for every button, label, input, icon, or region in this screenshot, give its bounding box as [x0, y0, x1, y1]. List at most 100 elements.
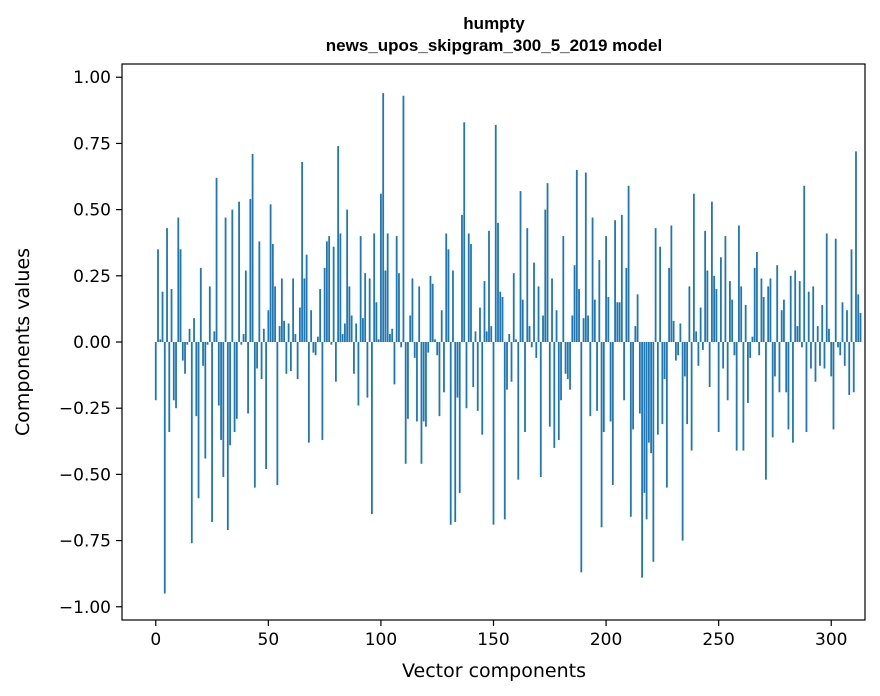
- bar: [456, 342, 459, 398]
- bar: [172, 342, 175, 401]
- x-tick-label: 250: [702, 630, 734, 650]
- bar: [571, 315, 574, 342]
- chart-title-line1: humpty: [463, 14, 525, 33]
- x-tick-label: 300: [815, 630, 847, 650]
- bar: [733, 342, 736, 356]
- bar: [310, 310, 313, 342]
- bar: [715, 289, 718, 342]
- bar: [470, 244, 472, 342]
- bar: [841, 302, 844, 342]
- bar: [357, 342, 360, 406]
- bar: [688, 286, 691, 342]
- bar: [706, 270, 709, 342]
- y-tick-label: 0.25: [73, 267, 111, 287]
- bar: [548, 342, 551, 427]
- bar: [789, 275, 792, 342]
- bar: [607, 296, 610, 342]
- bar: [479, 307, 481, 342]
- bar: [551, 278, 553, 342]
- bar: [670, 225, 673, 342]
- bar: [262, 328, 265, 342]
- bar: [796, 326, 799, 342]
- bar: [803, 185, 806, 342]
- bar: [537, 286, 540, 342]
- bar: [298, 307, 301, 342]
- bar: [260, 342, 263, 380]
- bar: [821, 304, 824, 342]
- bar: [350, 315, 353, 342]
- bar: [771, 342, 774, 438]
- bar: [454, 342, 457, 523]
- bar: [391, 328, 394, 342]
- bar: [618, 302, 621, 342]
- bar: [593, 299, 596, 342]
- bar: [753, 267, 756, 342]
- bar: [850, 249, 853, 342]
- bar: [722, 342, 725, 369]
- bar: [747, 342, 749, 403]
- bar: [578, 289, 580, 342]
- bar: [371, 342, 373, 515]
- bar: [832, 342, 835, 430]
- bar: [332, 246, 335, 342]
- bar: [238, 201, 240, 342]
- bar: [445, 233, 448, 342]
- bar: [503, 342, 506, 520]
- x-tick-label: 200: [590, 630, 622, 650]
- bar: [373, 233, 376, 342]
- bar: [274, 286, 276, 342]
- bar: [508, 334, 511, 342]
- x-tick-label: 100: [365, 630, 397, 650]
- bar: [742, 342, 745, 451]
- bar: [740, 286, 743, 342]
- bar: [177, 217, 180, 342]
- bar: [562, 236, 565, 342]
- bar: [602, 342, 605, 433]
- bar: [296, 342, 299, 380]
- bar: [377, 339, 380, 342]
- bar: [819, 342, 821, 366]
- bar: [758, 342, 761, 356]
- bar: [830, 342, 833, 377]
- bar: [614, 220, 616, 342]
- bars-group: [154, 93, 862, 594]
- bar: [427, 342, 430, 353]
- bar: [181, 342, 184, 361]
- bar: [364, 273, 367, 342]
- bar: [416, 342, 418, 422]
- bar: [283, 320, 286, 342]
- bar: [625, 267, 628, 342]
- bar: [488, 230, 490, 342]
- bar: [195, 342, 198, 417]
- bar: [472, 342, 475, 388]
- bar: [787, 342, 790, 430]
- bar: [837, 342, 839, 348]
- bar: [434, 339, 436, 342]
- bar: [321, 342, 324, 440]
- bar: [271, 244, 274, 342]
- bar: [857, 294, 860, 342]
- bar: [168, 342, 171, 433]
- bar: [704, 230, 707, 342]
- bar: [855, 151, 857, 342]
- bar: [810, 342, 812, 369]
- bar: [190, 342, 193, 544]
- y-tick-label: −0.25: [59, 399, 111, 419]
- bar: [398, 273, 400, 342]
- bar: [526, 228, 529, 342]
- bar: [645, 342, 648, 520]
- bar: [517, 342, 520, 480]
- bar: [695, 331, 698, 342]
- y-tick-label: 0.00: [73, 333, 111, 353]
- bar: [476, 342, 479, 411]
- bar: [161, 291, 164, 342]
- bar: [636, 294, 639, 342]
- bar: [720, 257, 722, 342]
- bar: [582, 318, 585, 342]
- bar: [253, 342, 256, 488]
- bar: [179, 249, 182, 342]
- bar: [638, 342, 641, 414]
- bar: [355, 323, 358, 342]
- bar: [220, 342, 222, 440]
- bar: [661, 342, 664, 425]
